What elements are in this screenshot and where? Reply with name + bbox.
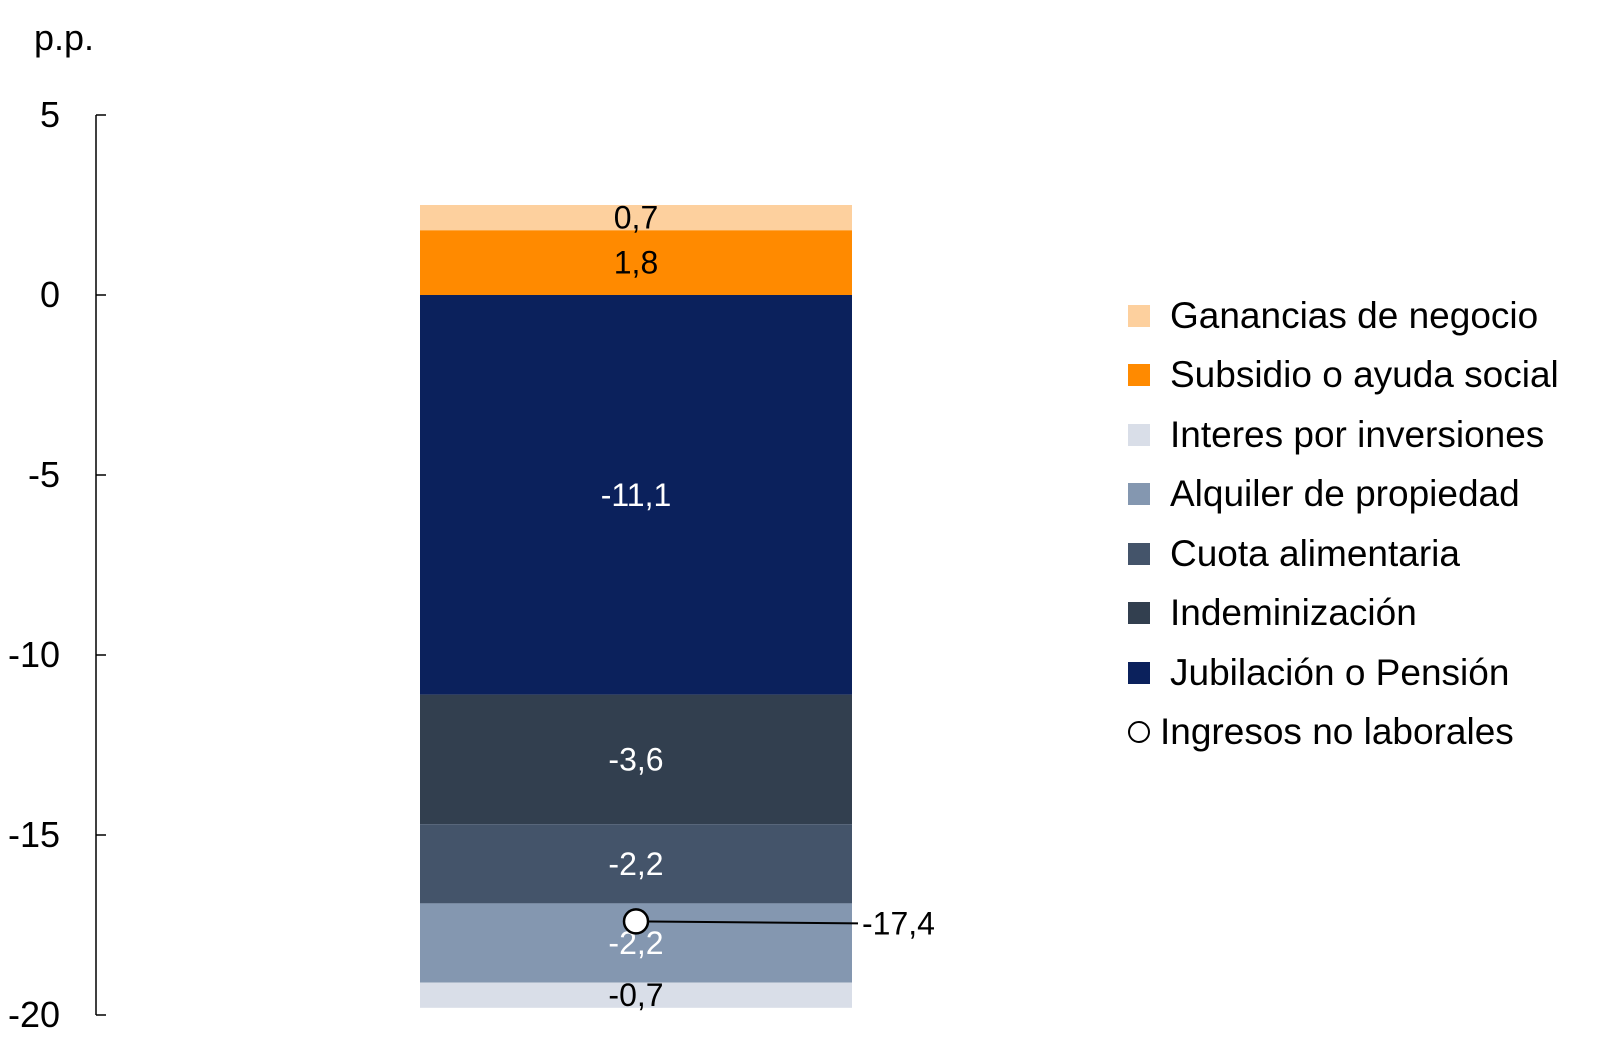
total-marker bbox=[622, 908, 650, 935]
y-axis: 5 0 -5 -10 -15 -20 bbox=[8, 94, 106, 1035]
y-tick-label: 0 bbox=[40, 274, 60, 315]
legend-label: Interes por inversiones bbox=[1170, 413, 1545, 455]
bar-segment-jubilacion-o-pension bbox=[420, 295, 852, 695]
legend-label: Indeminización bbox=[1170, 592, 1417, 634]
legend-swatch bbox=[1128, 423, 1150, 446]
legend-label: Ganancias de negocio bbox=[1170, 294, 1539, 336]
legend-label: Ingresos no laborales bbox=[1160, 711, 1514, 753]
legend-item: Interes por inversiones bbox=[1128, 405, 1559, 465]
bar-segment-ganancias-de-negocio bbox=[420, 205, 852, 231]
legend-item: Alquiler de propiedad bbox=[1128, 465, 1559, 525]
total-label: -17,4 bbox=[862, 905, 935, 941]
legend-label: Subsidio o ayuda social bbox=[1170, 354, 1559, 396]
bar-segment-interes-por-inversiones bbox=[420, 982, 852, 1008]
y-axis-unit-label: p.p. bbox=[34, 17, 94, 58]
data-label-indeminizacion: -3,6 bbox=[608, 741, 663, 777]
legend-swatch bbox=[1128, 602, 1150, 625]
legend-item: Ingresos no laborales bbox=[1128, 703, 1559, 763]
legend-swatch bbox=[1128, 364, 1150, 387]
total-marker-group: -17,4 bbox=[622, 905, 935, 941]
total-leader-line bbox=[635, 920, 859, 925]
legend-item: Subsidio o ayuda social bbox=[1128, 346, 1559, 406]
legend-swatch bbox=[1128, 304, 1150, 327]
y-tick-label: -5 bbox=[28, 454, 60, 495]
y-tick-label: -10 bbox=[8, 634, 60, 675]
data-label-ganancias-de-negocio: 0,7 bbox=[614, 200, 658, 236]
legend-swatch bbox=[1128, 661, 1150, 684]
bar-segment-indeminizacion bbox=[420, 694, 852, 825]
data-label-cuota-alimentaria: -2,2 bbox=[608, 846, 663, 882]
legend-circle-marker bbox=[1128, 721, 1150, 744]
legend: Ganancias de negocio Subsidio o ayuda soc… bbox=[1128, 286, 1559, 762]
bar-segment-subsidio-o-ayuda-social bbox=[420, 230, 852, 295]
data-label-jubilacion-o-pension: -11,1 bbox=[601, 477, 672, 513]
legend-label: Alquiler de propiedad bbox=[1170, 473, 1520, 515]
legend-label: Jubilación o Pensión bbox=[1170, 651, 1510, 693]
legend-item: Cuota alimentaria bbox=[1128, 524, 1559, 584]
y-tick-label: 5 bbox=[40, 94, 60, 135]
legend-item: Indeminización bbox=[1128, 584, 1559, 644]
data-label-interes-por-inversiones: -0,7 bbox=[608, 977, 663, 1013]
legend-label: Cuota alimentaria bbox=[1170, 532, 1460, 574]
y-tick-label: -20 bbox=[8, 994, 60, 1035]
legend-item: Jubilación o Pensión bbox=[1128, 643, 1559, 703]
bar-segment-cuota-alimentaria bbox=[420, 824, 852, 904]
y-tick-label: -15 bbox=[8, 814, 60, 855]
legend-swatch bbox=[1128, 483, 1150, 506]
legend-item: Ganancias de negocio bbox=[1128, 286, 1559, 346]
legend-swatch bbox=[1128, 542, 1150, 565]
data-label-subsidio-o-ayuda-social: 1,8 bbox=[614, 245, 658, 281]
bar-stack: 1,80,7-11,1-3,6-2,2-2,2-0,7 bbox=[420, 200, 852, 1013]
